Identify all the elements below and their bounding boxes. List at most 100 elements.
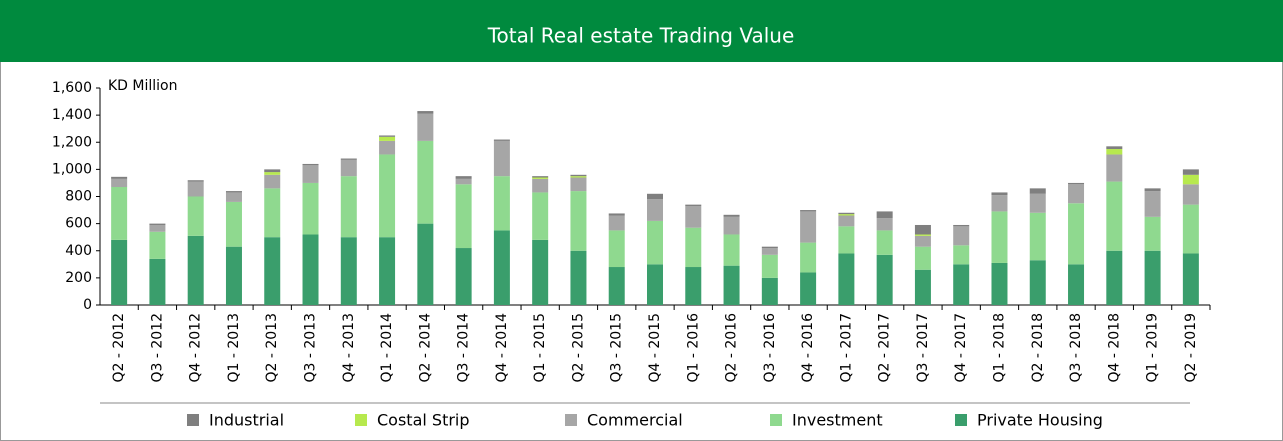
bar-segment (685, 267, 702, 305)
bar-segment (876, 211, 893, 219)
header (0, 0, 1283, 62)
x-tick-label: Q2 - 2014 (417, 313, 433, 383)
x-tick-label: Q3 - 2018 (1068, 313, 1084, 383)
bar-segment (991, 211, 1008, 263)
x-tick-label: Q3 - 2016 (762, 313, 778, 383)
y-tick-label: 1,600 (52, 80, 92, 96)
bar-segment (379, 135, 396, 137)
bar-segment (1029, 260, 1046, 305)
bar-segment (1182, 174, 1199, 185)
x-tick-label: Q4 - 2017 (953, 313, 969, 383)
bar-segment (953, 264, 970, 305)
x-tick-label: Q3 - 2015 (609, 313, 625, 383)
x-tick-label: Q4 - 2012 (188, 313, 204, 383)
bar-segment (1182, 253, 1199, 305)
bar-segment (647, 193, 663, 200)
bar-segment (1029, 193, 1046, 213)
bar-segment (340, 158, 357, 160)
bar-segment (723, 234, 740, 266)
bar-segment (455, 184, 472, 249)
bar-segment (187, 181, 204, 197)
bar-segment (876, 218, 893, 231)
bar-segment (647, 220, 663, 265)
bar-segment (761, 277, 778, 305)
legend-label: Costal Strip (377, 411, 470, 430)
bar-segment (761, 248, 778, 255)
bar-segment (532, 192, 549, 240)
bar-segment (953, 224, 970, 227)
bar-segment (914, 235, 931, 247)
bar-segment (761, 254, 778, 278)
bar-segment (838, 212, 855, 215)
bar-segment (455, 178, 472, 185)
bar-segment (1029, 188, 1046, 194)
bar-segment (723, 216, 740, 235)
x-tick-label: Q2 - 2018 (1030, 313, 1046, 383)
bar-segment (264, 188, 281, 238)
bar-segment (570, 176, 587, 178)
bar-segment (991, 195, 1008, 212)
y-tick-label: 200 (65, 270, 92, 286)
bar-segment (111, 178, 128, 188)
bar-segment (914, 224, 931, 235)
bar-segment (838, 226, 855, 254)
bar-segment (1144, 216, 1161, 251)
bar-segment (608, 267, 625, 305)
bar-segment (340, 159, 357, 177)
bar-segment (1106, 154, 1123, 182)
bar-segment (149, 223, 166, 225)
bar-segment (455, 176, 472, 179)
bar-segment (149, 224, 166, 232)
x-tick-label: Q4 - 2013 (341, 313, 357, 383)
bar-segment (761, 246, 778, 249)
legend-swatch (187, 414, 199, 426)
legend-swatch (770, 414, 782, 426)
bar-segment (647, 199, 663, 221)
bar-segment (914, 234, 931, 236)
x-tick-label: Q2 - 2019 (1183, 313, 1199, 383)
legend-label: Investment (792, 411, 883, 430)
bar-segment (1182, 184, 1199, 205)
x-tick-label: Q1 - 2016 (685, 313, 701, 383)
bar-segment (493, 139, 510, 141)
x-tick-label: Q2 - 2015 (570, 313, 586, 383)
x-tick-label: Q1 - 2013 (226, 313, 242, 383)
bar-segment (111, 187, 128, 240)
bar-segment (264, 237, 281, 305)
bar-segment (264, 172, 281, 175)
bar-segment (417, 223, 434, 305)
x-tick-label: Q1 - 2014 (379, 313, 395, 383)
bar-segment (647, 264, 663, 305)
bar-segment (685, 227, 702, 268)
y-tick-label: 1,400 (52, 107, 92, 123)
bar-segment (532, 177, 549, 179)
bar-segment (1068, 264, 1085, 305)
bar-segment (111, 176, 128, 179)
bar-segment (838, 253, 855, 305)
bar-segment (149, 231, 166, 259)
x-tick-label: Q3 - 2013 (303, 313, 319, 383)
bar-segment (685, 205, 702, 228)
y-tick-label: 800 (65, 189, 92, 205)
x-tick-label: Q4 - 2016 (800, 313, 816, 383)
bar-segment (149, 258, 166, 305)
bar-segment (379, 154, 396, 238)
bar-segment (876, 230, 893, 255)
x-tick-label: Q1 - 2019 (1145, 313, 1161, 383)
x-tick-label: Q3 - 2012 (149, 313, 165, 383)
bar-segment (570, 174, 587, 177)
bar-segment (455, 248, 472, 305)
bar-segment (914, 246, 931, 270)
bar-segment (302, 182, 319, 235)
y-tick-label: 1,200 (52, 134, 92, 150)
bar-segment (417, 111, 434, 114)
bar-segment (876, 254, 893, 305)
bar-segment (1068, 182, 1085, 185)
bar-segment (493, 140, 510, 177)
bar-segment (417, 113, 434, 141)
bar-segment (302, 234, 319, 305)
y-tick-label: 400 (65, 243, 92, 259)
legend-swatch (355, 414, 367, 426)
bar-segment (302, 165, 319, 183)
y-tick-label: 0 (83, 297, 92, 313)
